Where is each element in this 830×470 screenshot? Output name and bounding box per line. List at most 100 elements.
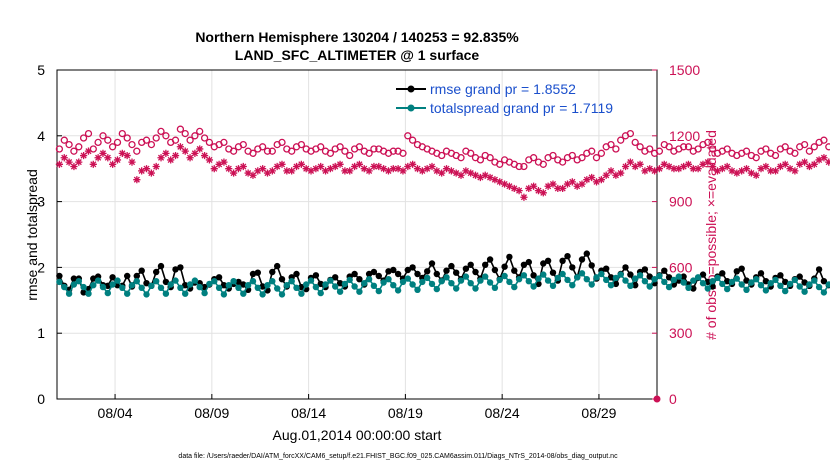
point-obs-possible: [592, 154, 601, 162]
point-obs-possible: [128, 140, 136, 149]
point-totalspread: [104, 289, 112, 297]
point-totalspread: [448, 280, 455, 287]
point-totalspread: [603, 276, 610, 284]
point-rmse: [690, 285, 697, 292]
point-obs-evaluated: [70, 162, 78, 171]
point-totalspread: [588, 281, 595, 288]
point-totalspread: [815, 283, 823, 291]
y-tick-label-right: 300: [669, 325, 693, 341]
point-totalspread: [477, 277, 484, 284]
point-obs-evaluated: [370, 162, 378, 171]
grid: [57, 70, 657, 399]
point-obs-evaluated: [302, 165, 310, 173]
point-obs-possible: [268, 147, 276, 155]
point-totalspread: [215, 284, 223, 291]
series-marks: [55, 125, 830, 403]
point-rmse: [177, 264, 184, 271]
point-obs-evaluated: [757, 165, 765, 173]
point-totalspread: [225, 282, 232, 289]
point-rmse: [603, 265, 610, 272]
point-totalspread: [540, 271, 547, 278]
point-totalspread: [467, 280, 474, 287]
point-obs-evaluated: [713, 167, 722, 175]
point-rmse: [820, 278, 828, 285]
point-totalspread: [777, 282, 784, 289]
point-totalspread: [307, 277, 315, 284]
point-obs-evaluated: [196, 145, 204, 153]
y-tick-label-left: 0: [37, 391, 45, 407]
point-totalspread: [704, 285, 711, 292]
point-totalspread: [385, 276, 392, 283]
point-totalspread: [414, 286, 421, 293]
point-totalspread: [153, 278, 160, 285]
point-totalspread: [390, 282, 397, 289]
point-obs-possible: [200, 134, 209, 142]
point-rmse: [220, 282, 228, 289]
point-obs-evaluated: [825, 158, 830, 166]
legend-marker-totalspread: [407, 104, 415, 112]
point-totalspread: [109, 281, 116, 288]
point-obs-evaluated: [321, 167, 330, 175]
point-totalspread: [167, 281, 174, 288]
point-obs-evaluated: [525, 184, 533, 193]
point-obs-possible: [355, 143, 364, 151]
point-totalspread: [162, 290, 170, 297]
y-tick-label-left: 2: [37, 259, 45, 275]
point-obs-evaluated: [728, 167, 736, 175]
point-obs-evaluated: [191, 149, 199, 157]
point-obs-evaluated: [239, 162, 247, 171]
point-obs-possible: [684, 143, 693, 151]
point-obs-possible: [399, 149, 407, 157]
point-rmse: [269, 268, 276, 276]
point-rmse: [138, 267, 145, 274]
point-obs-evaluated: [796, 160, 804, 168]
point-rmse: [540, 260, 547, 267]
point-rmse: [414, 270, 421, 278]
point-obs-possible: [810, 143, 818, 151]
point-rmse: [815, 266, 823, 273]
point-obs-possible: [781, 143, 789, 151]
point-rmse: [109, 274, 116, 281]
point-obs-evaluated: [118, 149, 126, 157]
point-obs-possible: [791, 149, 799, 157]
point-obs-possible: [631, 138, 639, 147]
point-totalspread: [220, 291, 228, 298]
legend-marker-rmse: [407, 85, 415, 93]
x-tick-label: 08/14: [291, 405, 326, 421]
point-obs-evaluated: [491, 176, 499, 184]
point-obs-possible: [118, 129, 126, 138]
point-obs-possible: [607, 140, 615, 149]
point-totalspread: [574, 274, 581, 281]
point-obs-possible: [152, 134, 160, 142]
point-rmse: [182, 282, 189, 289]
point-rmse: [733, 268, 740, 275]
x-tick-label: 08/09: [194, 405, 229, 421]
point-obs-evaluated: [142, 165, 151, 173]
point-obs-evaluated: [375, 162, 383, 171]
y-tick-label-left: 3: [37, 194, 45, 210]
point-totalspread: [796, 283, 803, 290]
point-obs-evaluated: [709, 162, 717, 171]
point-obs-possible: [84, 129, 93, 138]
point-rmse: [124, 272, 131, 280]
point-rmse: [351, 270, 358, 278]
point-obs-evaluated: [588, 173, 596, 182]
point-obs-possible: [467, 149, 475, 157]
point-totalspread: [240, 290, 247, 297]
point-totalspread: [554, 274, 561, 282]
point-obs-possible: [568, 151, 576, 160]
point-obs-possible: [496, 160, 504, 168]
point-rmse: [796, 273, 803, 280]
point-obs-evaluated: [496, 178, 504, 186]
point-obs-evaluated: [409, 160, 417, 168]
point-obs-evaluated: [800, 158, 809, 166]
point-obs-evaluated: [438, 169, 446, 177]
point-totalspread: [438, 278, 445, 285]
point-totalspread: [506, 278, 513, 286]
point-obs-possible: [636, 143, 644, 151]
point-obs-evaluated: [520, 193, 528, 201]
point-rmse: [801, 279, 808, 286]
point-totalspread: [244, 282, 252, 289]
point-rmse: [259, 283, 266, 290]
point-rmse: [661, 267, 668, 274]
